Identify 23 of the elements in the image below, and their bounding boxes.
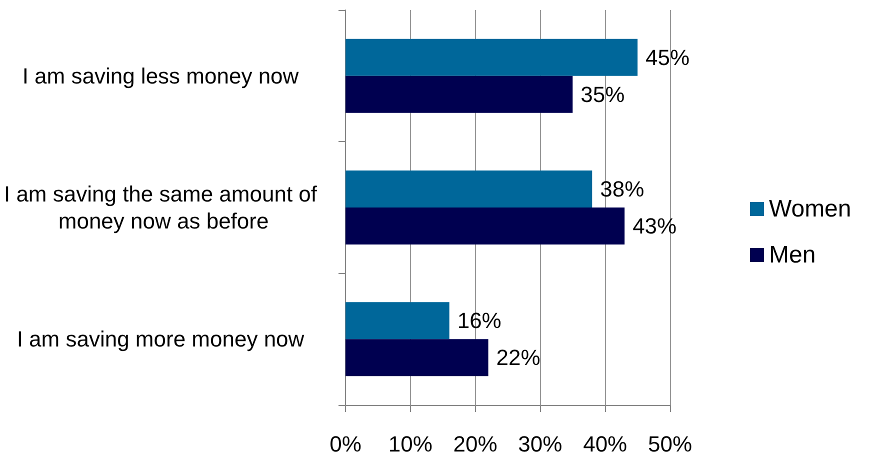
y-tick-label: I am saving the same amount of money now as before [4,182,318,234]
data-label: 38% [600,176,644,202]
bar [346,208,625,244]
bar [346,170,592,208]
x-tick-label: 10% [388,432,432,456]
data-label: 43% [632,214,677,238]
bar [346,76,573,113]
data-label: 16% [457,308,502,334]
legend-label: Men [769,242,816,268]
bar [346,302,450,340]
y-tick-label: I am saving more money now [16,326,304,352]
data-label: 35% [580,82,625,107]
data-label: 22% [496,345,540,370]
x-tick-label: 50% [648,432,692,456]
y-tick-label: I am saving less money now [22,63,299,88]
x-tick-label: 0% [330,432,362,456]
x-tick-label: 20% [453,432,498,456]
data-label: 45% [646,44,690,70]
bar [346,339,488,376]
x-tick-label: 30% [518,432,562,456]
legend-label: Women [769,196,852,222]
bar [346,38,638,76]
x-tick-label: 40% [583,432,628,456]
